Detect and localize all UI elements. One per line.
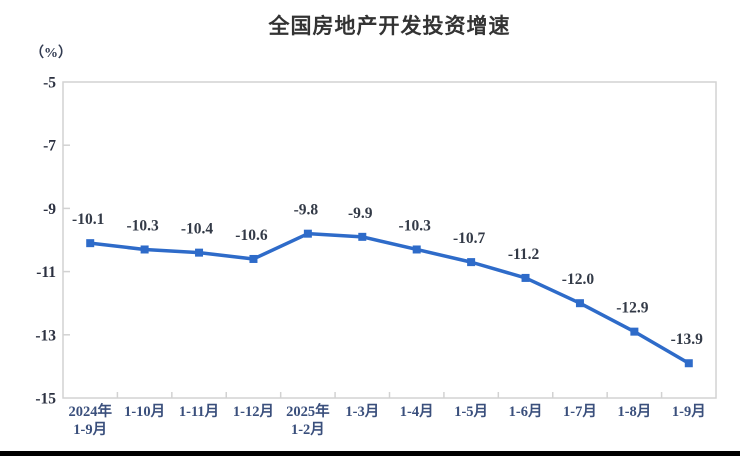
data-point-marker — [358, 232, 367, 241]
data-point-marker — [684, 359, 693, 368]
data-point-marker — [195, 248, 204, 257]
data-point-label: -11.2 — [508, 246, 540, 263]
data-point-label: -10.3 — [399, 217, 432, 234]
series-line — [88, 231, 691, 365]
x-axis-label: 2024年 — [68, 402, 112, 420]
x-axis-label: 1-5月 — [454, 403, 488, 420]
x-axis-label: 1-4月 — [400, 403, 434, 420]
x-axis-label: 1-9月 — [73, 421, 107, 438]
data-point-label: -10.4 — [181, 221, 214, 238]
plot-border — [62, 81, 717, 399]
y-axis-label: -13 — [35, 327, 56, 344]
x-axis-label: 1-2月 — [291, 421, 325, 438]
x-axis-label: 1-10月 — [124, 403, 165, 420]
data-point-marker — [630, 327, 639, 336]
x-axis-label: 1-7月 — [563, 403, 597, 420]
data-point-label: -10.3 — [126, 217, 159, 234]
x-axis-label: 1-9月 — [672, 403, 706, 420]
data-point-label: -12.9 — [616, 300, 649, 317]
data-point-marker — [249, 254, 258, 263]
data-point-label: -12.0 — [562, 271, 595, 288]
data-point-label: -10.6 — [235, 227, 268, 244]
y-axis-label: -11 — [36, 264, 56, 281]
data-point-label: -10.1 — [72, 211, 104, 228]
y-axis-label: -5 — [43, 75, 56, 92]
data-point-marker — [521, 273, 530, 282]
chart-title: 全国房地产开发投资增速 — [268, 15, 511, 38]
y-axis-label: -15 — [35, 391, 56, 408]
data-point-label: -10.7 — [453, 230, 486, 247]
y-axis-label: -9 — [43, 201, 56, 218]
data-point-label: -9.8 — [294, 202, 319, 219]
x-axis-label: 2025年 — [286, 402, 330, 420]
data-point-marker — [412, 245, 421, 254]
data-point-marker — [575, 299, 584, 308]
data-point-marker — [467, 258, 476, 267]
x-axis-label: 1-12月 — [233, 403, 274, 420]
data-point-label: -13.9 — [671, 331, 704, 348]
data-point-marker — [303, 229, 312, 238]
bottom-divider — [0, 451, 740, 456]
y-axis-label: -7 — [43, 138, 56, 155]
x-axis-label: 1-6月 — [509, 403, 543, 420]
data-point-label: -9.9 — [348, 205, 373, 222]
x-axis-label: 1-3月 — [345, 403, 379, 420]
data-point-marker — [140, 245, 149, 254]
x-axis-label: 1-8月 — [617, 403, 651, 420]
data-point-marker — [86, 239, 95, 248]
x-axis-label: 1-11月 — [179, 403, 219, 420]
y-axis-unit-label: （%） — [30, 46, 72, 61]
